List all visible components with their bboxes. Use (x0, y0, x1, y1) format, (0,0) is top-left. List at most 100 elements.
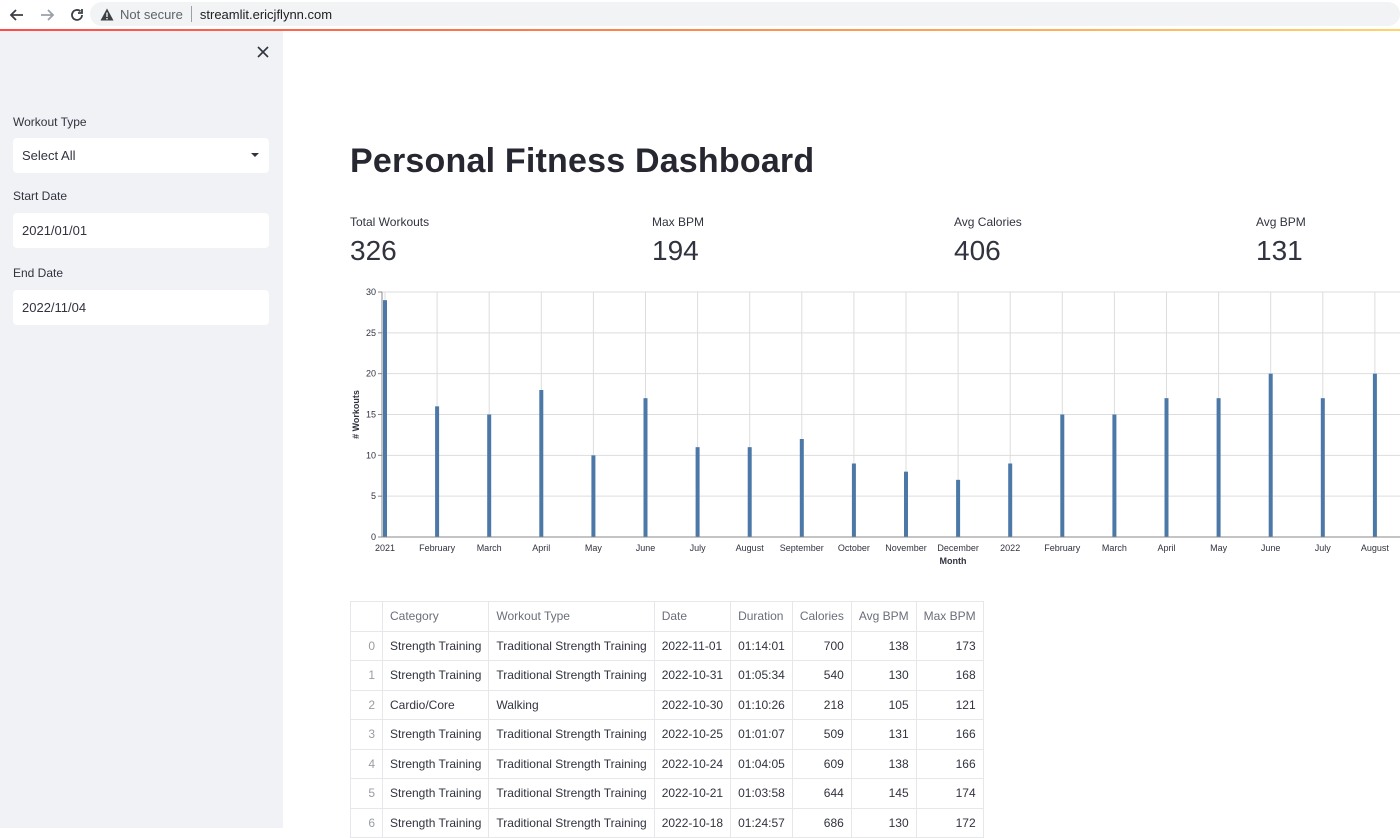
y-tick-label: 25 (366, 328, 376, 338)
start-date-label: Start Date (13, 189, 68, 203)
metric-label: Avg Calories (954, 215, 1022, 229)
x-tick-label: June (636, 543, 656, 553)
column-header[interactable]: Duration (730, 601, 793, 632)
bar (1372, 373, 1377, 537)
x-tick-label: February (1044, 543, 1081, 553)
table-row: 4 Strength Training Traditional Strength T… (350, 748, 984, 779)
x-axis-title: Month (940, 556, 967, 566)
workout-type-select[interactable]: Select All (13, 138, 269, 173)
x-tick-label: February (419, 543, 456, 553)
y-tick-label: 20 (366, 369, 376, 379)
reload-icon[interactable] (64, 2, 90, 28)
chevron-down-icon (251, 153, 259, 157)
table-cell: 166 (915, 719, 984, 750)
x-tick-label: April (1157, 543, 1175, 553)
workouts-table: Category Workout Type Date Duration Calories… (350, 601, 984, 838)
table-cell: 01:05:34 (730, 660, 793, 691)
x-tick-label: August (736, 543, 765, 553)
workout-type-value: Select All (22, 148, 76, 163)
table-cell: 145 (850, 778, 917, 809)
row-index: 3 (350, 719, 383, 750)
row-index: 1 (350, 660, 383, 691)
x-tick-label: September (780, 543, 824, 553)
x-tick-label: 2022 (1000, 543, 1020, 553)
table-row: 3 Strength Training Traditional Strength T… (350, 719, 984, 750)
row-index: 0 (350, 630, 383, 661)
table-cell: Traditional Strength Training (488, 807, 655, 838)
end-date-label: End Date (13, 266, 64, 280)
x-tick-label: August (1361, 543, 1390, 553)
column-header[interactable]: Category (381, 601, 490, 632)
bar (695, 447, 700, 537)
x-tick-label: April (532, 543, 550, 553)
y-tick-label: 30 (366, 287, 376, 297)
metric-max-bpm: Max BPM 194 (652, 215, 704, 267)
table-cell: 172 (915, 807, 984, 838)
table-cell: 2022-10-31 (653, 660, 732, 691)
bar (539, 390, 544, 537)
table-cell: 01:04:05 (730, 748, 793, 779)
bar (956, 479, 961, 537)
x-tick-label: March (1102, 543, 1127, 553)
back-icon[interactable] (4, 2, 30, 28)
bar (435, 406, 440, 537)
column-header[interactable]: Max BPM (915, 601, 984, 632)
table-cell: Strength Training (381, 807, 490, 838)
table-cell: 2022-10-25 (653, 719, 732, 750)
table-cell: Strength Training (381, 660, 490, 691)
bar (1216, 398, 1221, 537)
forward-icon[interactable] (34, 2, 60, 28)
table-cell: 130 (850, 660, 917, 691)
column-header[interactable]: Date (653, 601, 732, 632)
warning-icon (100, 8, 114, 20)
index-header[interactable] (350, 601, 383, 632)
start-date-input[interactable]: 2021/01/01 (13, 213, 269, 248)
table-row: 5 Strength Training Traditional Strength T… (350, 778, 984, 809)
bar (1008, 463, 1013, 537)
metric-value: 406 (954, 235, 1001, 266)
column-header[interactable]: Calories (791, 601, 852, 632)
table-cell: Walking (488, 689, 655, 720)
bar (591, 455, 596, 537)
table-cell: 138 (850, 748, 917, 779)
y-tick-label: 10 (366, 450, 376, 460)
table-cell: Traditional Strength Training (488, 719, 655, 750)
page-title: Personal Fitness Dashboard (350, 142, 815, 180)
end-date-input[interactable]: 2022/11/04 (13, 290, 269, 325)
url-text: streamlit.ericjflynn.com (199, 6, 333, 22)
metric-avg-bpm: Avg BPM 131 (1256, 215, 1306, 267)
bar (1060, 414, 1065, 537)
table-row: 1 Strength Training Traditional Strength T… (350, 660, 984, 691)
table-row: 6 Strength Training Traditional Strength T… (350, 807, 984, 838)
column-header[interactable]: Avg BPM (850, 601, 917, 632)
table-cell: 2022-10-18 (653, 807, 732, 838)
table-row: 2 Cardio/Core Walking 2022-10-30 01:10:26 218… (350, 689, 984, 720)
sidebar: Workout Type Select All Start Date 2021/… (0, 31, 283, 828)
table-cell: 686 (791, 807, 852, 838)
row-index: 6 (350, 807, 383, 838)
column-header[interactable]: Workout Type (488, 601, 655, 632)
bar (1112, 414, 1117, 537)
table-cell: 121 (915, 689, 984, 720)
table-cell: 2022-10-30 (653, 689, 732, 720)
table-cell: 2022-10-21 (653, 778, 732, 809)
close-sidebar-icon[interactable] (254, 43, 272, 61)
table-cell: Traditional Strength Training (488, 748, 655, 779)
metric-label: Avg BPM (1256, 215, 1306, 229)
table-cell: 138 (850, 630, 917, 661)
table-cell: 609 (791, 748, 852, 779)
bar (1164, 398, 1169, 537)
table-cell: 540 (791, 660, 852, 691)
bar (1320, 398, 1325, 537)
table-cell: 509 (791, 719, 852, 750)
y-axis-title: # Workouts (351, 390, 361, 439)
table-cell: Strength Training (381, 748, 490, 779)
chart-svg: 0 5 10 15 20 25 30 2021 February March April May Jun… (351, 287, 1400, 566)
address-bar[interactable]: Not secure streamlit.ericjflynn.com (90, 2, 1400, 26)
table-cell: Strength Training (381, 778, 490, 809)
security-label: Not secure (120, 6, 183, 22)
table-cell: 174 (915, 778, 984, 809)
y-tick-label: 15 (366, 410, 376, 420)
header-decoration (0, 29, 1400, 31)
table-cell: Traditional Strength Training (488, 778, 655, 809)
